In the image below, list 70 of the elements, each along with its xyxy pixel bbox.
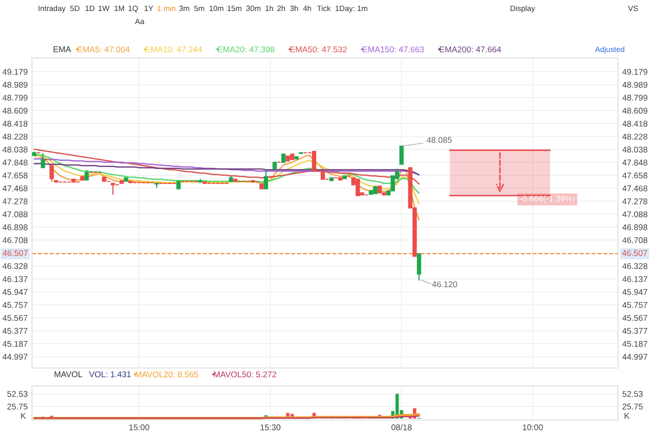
- y-tick-label: 47.278: [2, 198, 28, 204]
- y2-tick-label: 46.898: [622, 224, 648, 230]
- legend-label: EMA200: 47.664: [440, 46, 502, 52]
- y-tick-label: 48.609: [2, 108, 28, 114]
- y-tick-label: 45.947: [2, 289, 28, 295]
- annotation: 48.085: [426, 137, 452, 143]
- y-tick-label: 47.658: [2, 172, 28, 178]
- text: VOL: 1.431: [89, 371, 131, 378]
- y-tick-label: 25.75: [7, 404, 28, 410]
- y-tick-label: 46.137: [2, 276, 28, 282]
- x-tick-label: 08/18: [391, 424, 412, 430]
- legend-label: MAVOL50: 5.272: [214, 371, 276, 378]
- y2-tick-label: 45.567: [622, 314, 648, 321]
- y-tick-label: 46.898: [2, 224, 28, 230]
- y2-tick-label: 44.997: [622, 354, 648, 360]
- y-tick-label: 49.179: [2, 68, 28, 75]
- legend-title: EMA: [54, 46, 72, 52]
- y2-tick-label: 47.658: [622, 172, 648, 178]
- y2-tick-label: 46.137: [622, 276, 648, 282]
- y2-tick-label: 45.757: [622, 302, 648, 308]
- y-tick-label: 48.799: [2, 94, 28, 101]
- y-tick-label: 48.228: [2, 134, 28, 140]
- x-tick-label: 15:00: [129, 424, 150, 430]
- y-tick-label: 47.088: [2, 211, 28, 218]
- band-label: -0.666(-1.39%): [520, 196, 575, 204]
- y-tick-label: 47.468: [2, 185, 28, 192]
- y-tick-label: 48.038: [2, 146, 28, 153]
- y2-tick-label: 49.179: [622, 68, 648, 75]
- y2-axis-title: K: [624, 413, 630, 419]
- y2-tick-label: 47.848: [622, 160, 648, 166]
- y-tick-label: 48.989: [2, 82, 28, 88]
- y2-tick-label: 47.468: [622, 185, 648, 192]
- y-tick-label: 48.418: [2, 120, 28, 127]
- legend-label: EMA5: 47.004: [78, 46, 130, 52]
- y2-tick-label: 52.53: [622, 390, 643, 397]
- y-tick-label: 45.377: [2, 328, 28, 334]
- y2-tick-label: 48.418: [622, 120, 648, 127]
- y-tick-label: 45.187: [2, 340, 28, 347]
- legend-label: EMA50: 47.532: [290, 46, 347, 52]
- y2-tick-label: 48.989: [622, 82, 648, 88]
- y-tick-label: 46.708: [2, 237, 28, 244]
- x-tick-label: 10:00: [522, 424, 543, 430]
- legend-label: EMA20: 47.398: [218, 46, 274, 52]
- x-tick-label: 15:30: [260, 424, 280, 430]
- y-tick-label: 47.848: [2, 160, 28, 166]
- y-tick-label: 45.757: [2, 302, 28, 308]
- y-tick-label: 46.328: [2, 263, 28, 270]
- text: 46.507: [2, 250, 28, 256]
- y2-tick-label: 48.228: [622, 134, 648, 140]
- annotation: 46.120: [432, 281, 458, 288]
- legend-label: EMA10: 47.244: [145, 46, 202, 52]
- y-tick-label: 44.997: [2, 354, 28, 360]
- y2-tick-label: 47.088: [622, 211, 648, 218]
- y2-tick-label: 46.328: [622, 263, 648, 270]
- y2-tick-label: 46.708: [622, 237, 648, 244]
- y2-tick-label: 45.377: [622, 328, 648, 334]
- y-tick-label: 45.567: [2, 314, 28, 321]
- y2-tick-label: 45.947: [622, 289, 648, 295]
- y2-tick-label: 25.75: [622, 404, 643, 410]
- y2-tick-label: 48.038: [622, 146, 648, 153]
- ref-line-label: 46.507: [622, 250, 648, 256]
- y-axis-title: K: [21, 413, 26, 419]
- y2-tick-label: 45.187: [622, 340, 648, 347]
- legend-label: MAVOL20: 8.565: [136, 371, 198, 378]
- legend-label: EMA150: 47.663: [362, 46, 424, 52]
- y-tick-label: 52.53: [7, 390, 28, 397]
- y2-tick-label: 47.278: [622, 198, 648, 204]
- legend-title: MAVOL: [54, 371, 82, 378]
- y2-tick-label: 48.799: [622, 94, 648, 101]
- y2-tick-label: 48.609: [622, 108, 648, 114]
